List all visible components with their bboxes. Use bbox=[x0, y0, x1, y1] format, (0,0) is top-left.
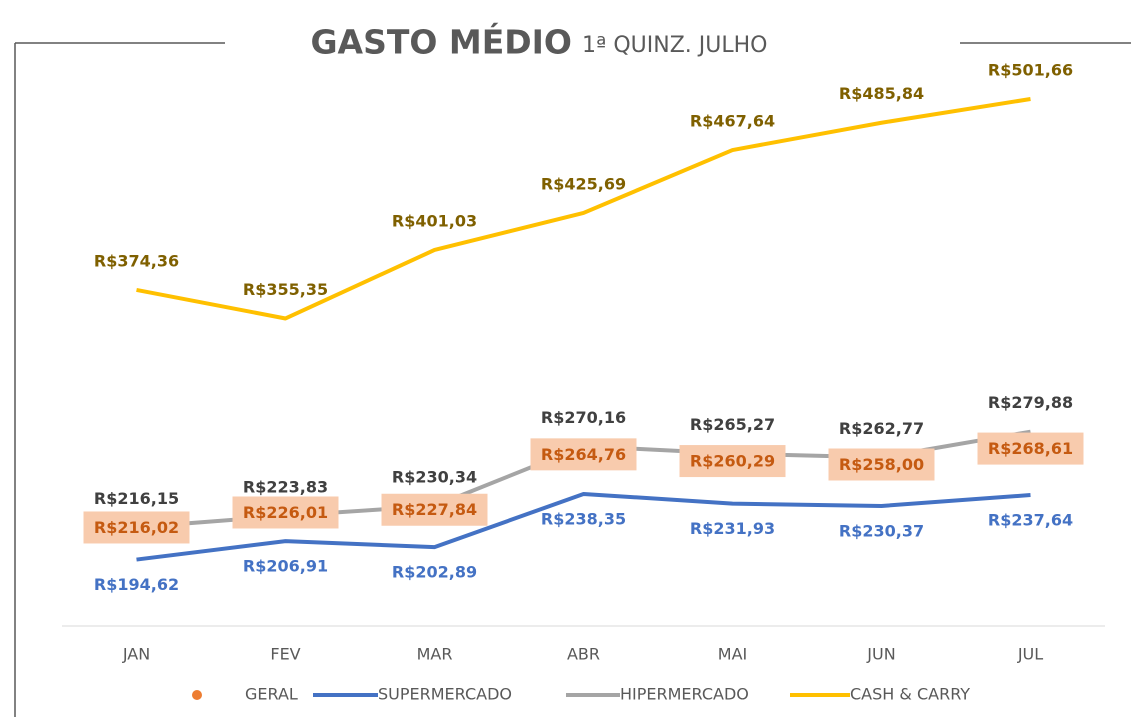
data-label: R$194,62 bbox=[94, 575, 179, 594]
label-box bbox=[232, 496, 339, 529]
legend-marker bbox=[192, 690, 202, 700]
label-box bbox=[83, 511, 190, 544]
data-label: R$425,69 bbox=[541, 174, 626, 193]
legend-label: CASH & CARRY bbox=[850, 685, 970, 704]
x-tick-label: JUL bbox=[1017, 645, 1043, 664]
data-label: R$223,83 bbox=[243, 477, 328, 496]
series-line bbox=[136, 491, 1031, 562]
x-tick-label: JAN bbox=[122, 645, 150, 664]
data-label: R$270,16 bbox=[541, 408, 626, 427]
data-label: R$227,84 bbox=[392, 500, 477, 519]
legend-label: HIPERMERCADO bbox=[620, 685, 749, 704]
data-label: R$231,93 bbox=[690, 519, 775, 538]
data-label: R$262,77 bbox=[839, 419, 924, 438]
data-label: R$279,88 bbox=[988, 393, 1073, 412]
data-label: R$230,37 bbox=[839, 521, 924, 540]
data-label: R$260,29 bbox=[690, 452, 775, 471]
label-box bbox=[530, 438, 637, 471]
data-label: R$216,02 bbox=[94, 518, 179, 537]
legend-label: SUPERMERCADO bbox=[378, 685, 512, 704]
x-tick-label: MAR bbox=[417, 645, 453, 664]
data-label: R$264,76 bbox=[541, 445, 626, 464]
data-label: R$206,91 bbox=[243, 557, 328, 576]
data-label: R$216,15 bbox=[94, 489, 179, 508]
chart-subtitle: 1ª QUINZ. JULHO bbox=[582, 33, 768, 58]
data-label: R$258,00 bbox=[839, 455, 924, 474]
label-box bbox=[381, 493, 488, 526]
data-label: R$265,27 bbox=[690, 415, 775, 434]
series-line bbox=[136, 97, 1031, 321]
data-label: R$374,36 bbox=[94, 251, 179, 270]
data-label: R$238,35 bbox=[541, 509, 626, 528]
label-box bbox=[679, 445, 786, 478]
legend-label: GERAL bbox=[245, 685, 298, 704]
label-box bbox=[977, 432, 1084, 465]
data-label: R$467,64 bbox=[690, 112, 775, 131]
data-label: R$268,61 bbox=[988, 439, 1073, 458]
data-label: R$401,03 bbox=[392, 211, 477, 230]
data-label: R$202,89 bbox=[392, 563, 477, 582]
x-tick-label: JUN bbox=[866, 645, 895, 664]
data-label: R$485,84 bbox=[839, 84, 924, 103]
x-tick-label: MAI bbox=[718, 645, 747, 664]
data-label: R$230,34 bbox=[392, 467, 477, 486]
data-label: R$501,66 bbox=[988, 61, 1073, 80]
x-tick-label: ABR bbox=[567, 645, 600, 664]
data-label: R$237,64 bbox=[988, 511, 1073, 530]
data-label: R$355,35 bbox=[243, 280, 328, 299]
chart-title: GASTO MÉDIO bbox=[310, 22, 572, 62]
data-label: R$226,01 bbox=[243, 503, 328, 522]
label-box bbox=[828, 448, 935, 481]
x-tick-label: FEV bbox=[270, 645, 300, 664]
